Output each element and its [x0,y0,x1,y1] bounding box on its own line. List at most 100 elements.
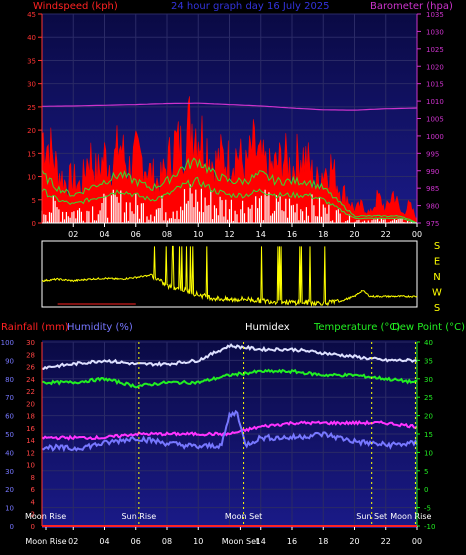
temp-axes: 0102030405060708090100024681012141618202… [1,339,436,546]
y2-tick-label: 990 [426,168,439,176]
rain-tick-label: 24 [26,376,35,384]
rain-tick-label: 20 [26,400,35,408]
humidex-line [41,343,418,370]
temperature-c-line [41,368,418,389]
y2-tick-label: 995 [426,150,439,158]
rain-tick-label: 14 [26,437,35,445]
y-tick-label: 30 [27,81,36,89]
rain-tick-label: 28 [26,351,35,359]
rain-tick-label: 4 [31,498,36,506]
wind-grid [42,13,418,224]
humidity-tick-label: 20 [5,486,14,494]
rain-tick-label: 30 [26,339,35,347]
barometer-line [42,102,418,111]
direction-plot-area [41,240,418,308]
x-tick-label: 06 [131,230,141,239]
y-tick-label: 25 [27,104,36,112]
temperature-label: Temperature (°C) [313,322,400,333]
event-label: Sun Set [356,512,387,521]
x-tick-label: 04 [99,230,109,239]
compass-label: S [434,241,440,252]
direction-line [41,245,418,307]
x-tick-label: 08 [162,230,172,239]
x-tick-label: Moon Set [222,537,259,546]
y2-tick-label: 1010 [426,98,444,106]
compass-label: E [434,257,440,268]
y2-tick-label: 1025 [426,46,444,54]
humidity-tick-label: 90 [5,357,14,365]
y-tick-label: 5 [32,197,36,205]
humidity-label: Humidity (%) [67,322,133,333]
rain-tick-label: 2 [31,511,35,519]
x-tick-label: 16 [287,230,297,239]
y2-tick-label: 1030 [426,28,444,36]
y2-tick-label: 980 [426,203,439,211]
temp-tick-label: 20 [424,413,433,421]
y2-tick-label: 985 [426,185,439,193]
event-label: Moon Set [225,512,262,521]
windspeed-area [41,96,418,224]
average-line [41,176,418,224]
x-tick-label: Moon Rise [25,537,66,546]
dew-point-c-line [41,419,418,441]
x-tick-label: 00 [412,537,422,546]
x-tick-label: 08 [162,537,172,546]
temp-tick-label: -5 [424,505,431,513]
x-tick-label: 16 [287,537,297,546]
x-tick-label: 10 [193,230,203,239]
humidity-tick-label: 50 [5,431,14,439]
humidity-tick-label: 60 [5,413,14,421]
y-tick-label: 10 [27,174,36,182]
y2-tick-label: 1020 [426,63,444,71]
x-tick-label: 18 [318,537,328,546]
temp-tick-label: 40 [424,339,433,347]
rain-tick-label: 16 [26,425,35,433]
x-tick-label: 02 [68,537,78,546]
x-tick-label: 14 [256,230,266,239]
humidex-label: Humidex [245,322,290,333]
rain-tick-label: 0 [31,523,35,531]
x-tick-label: 12 [224,230,234,239]
temp-tick-label: 10 [424,449,433,457]
x-tick-label: 04 [99,537,109,546]
direction-series [41,245,418,307]
rain-tick-label: 8 [31,474,35,482]
x-tick-label: 20 [349,230,359,239]
y-tick-label: 45 [27,11,36,19]
event-label: Sun Rise [122,512,157,521]
y-tick-label: 35 [27,57,36,65]
humidity-tick-label: 0 [10,523,14,531]
temp-tick-label: -10 [424,523,435,531]
y2-tick-label: 975 [426,220,439,228]
humidity-tick-label: 80 [5,376,14,384]
compass-label: N [433,272,440,283]
x-tick-label: 18 [318,230,328,239]
temp-tick-label: 5 [424,468,428,476]
temp-tick-label: 30 [424,376,433,384]
humidity-tick-label: 10 [5,505,14,513]
wind-axes: 0510152025303540459759809859909951000100… [27,11,444,239]
x-tick-label: 00 [412,230,422,239]
rain-tick-label: 10 [26,462,35,470]
windspeed-label: Windspeed (kph) [33,1,118,12]
temp-tick-label: 0 [424,486,428,494]
y-tick-label: 15 [27,150,36,158]
x-tick-label: 22 [381,230,391,239]
y2-tick-label: 1035 [426,11,444,19]
y2-tick-label: 1005 [426,116,444,124]
dewpoint-label: Dew Point (°C) [392,322,465,333]
temp-tick-label: 25 [424,394,433,402]
y-tick-label: 20 [27,127,36,135]
x-tick-label: 20 [349,537,359,546]
y-tick-label: 0 [32,220,36,228]
rainfall-label: Rainfall (mm) [1,322,69,333]
rain-tick-label: 12 [26,449,35,457]
humidity-tick-label: 30 [5,468,14,476]
compass-label: W [432,288,442,299]
barometer-label: Barometer (hpa) [370,1,453,12]
rain-tick-label: 22 [26,388,35,396]
y2-tick-label: 1000 [426,133,444,141]
